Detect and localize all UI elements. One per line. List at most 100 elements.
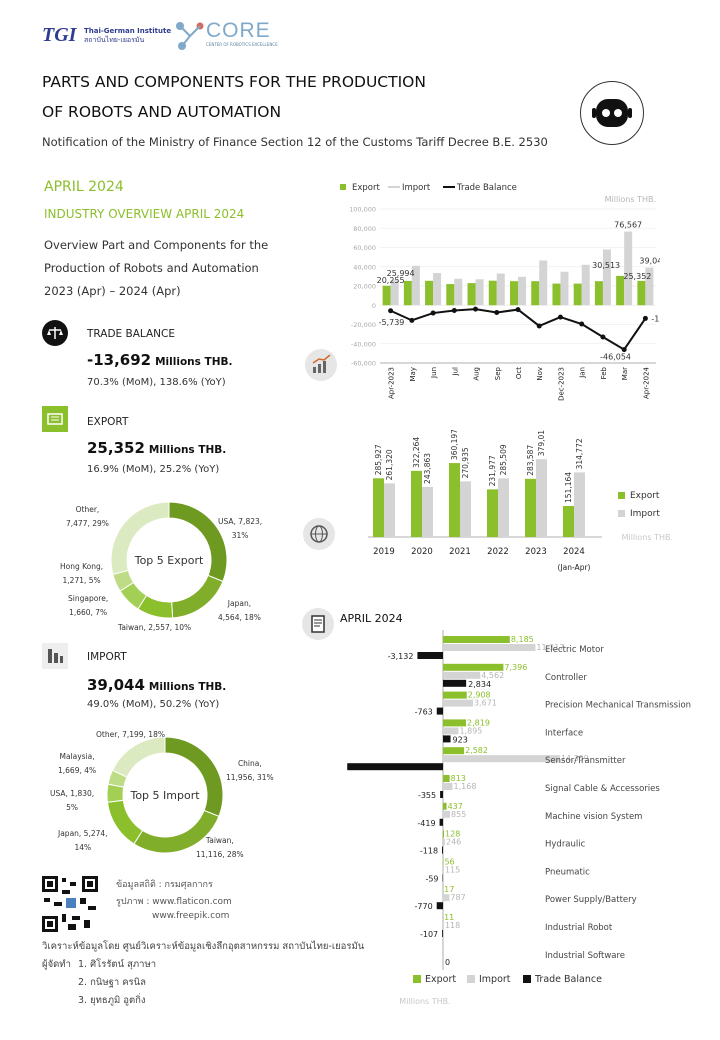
author-2: 2. กนิษฐา ครนิล	[78, 977, 146, 988]
label-line: Other, 7,199, 18%	[96, 730, 165, 739]
kpi-import-unit: Millions THB.	[148, 681, 227, 693]
trade-balance-point	[621, 347, 627, 353]
trade-data-label: -59	[425, 874, 438, 883]
tgi-name: Thai-German Institute สถาบันไทย-เยอรมัน	[84, 27, 171, 45]
export-bar	[443, 775, 450, 782]
legend-label: Export	[352, 183, 380, 193]
import-bar	[443, 838, 446, 846]
x-tick-label: Feb	[600, 366, 608, 379]
import-bar	[443, 783, 453, 790]
export-data-label: 11	[444, 913, 454, 922]
export-data-label: 2,908	[468, 691, 491, 700]
trade-balance-point	[515, 307, 521, 313]
label-line: 1,660, 7%	[69, 608, 108, 617]
label-line: 14%	[74, 843, 92, 852]
desc-line: 2023 (Apr) – 2024 (Apr)	[44, 284, 181, 298]
category-label: Sensor/Transmitter	[545, 756, 626, 766]
label-line: 1,669, 4%	[58, 766, 97, 775]
export-bar	[443, 719, 467, 727]
import-donut-label-china: China, 11,956, 31%	[226, 757, 274, 785]
export-bar	[525, 478, 536, 537]
import-bar	[443, 755, 560, 763]
export-data-label: 813	[451, 774, 466, 783]
import-data-label: 11,317	[536, 643, 564, 652]
source-statistics: ข้อมูลสถิติ : กรมศุลกากร	[116, 880, 213, 890]
export-bar	[637, 280, 646, 306]
export-bar	[443, 747, 465, 755]
kpi-import-value-row: 39,044 Millions THB.	[87, 675, 226, 694]
kpi-export-value-row: 25,352 Millions THB.	[87, 438, 226, 457]
label-line: USA, 7,823,	[218, 517, 263, 526]
trade-balance-bar	[347, 763, 443, 771]
export-donut-label-other: Other, 7,477, 29%	[66, 503, 109, 531]
import-bar	[496, 273, 505, 306]
import-data-label: 787	[450, 893, 465, 902]
data-label: 285,509	[499, 444, 508, 475]
export-icon	[42, 406, 68, 432]
export-bar	[382, 285, 391, 306]
data-label: 151,164	[564, 472, 573, 503]
trade-balance-bar	[442, 930, 443, 937]
product-chart-unit: Millions THB.	[399, 997, 450, 1006]
source-images-2: www.freepik.com	[152, 911, 230, 921]
import-data-label: 14,309	[561, 754, 589, 763]
data-label: -5,739	[379, 318, 405, 327]
trade-balance-point	[430, 310, 436, 316]
data-label: 39,044	[639, 257, 660, 266]
trade-data-label: 0	[445, 958, 450, 967]
export-bar	[411, 470, 422, 537]
kpi-import-pct: 49.0% (MoM), 50.2% (YoY)	[87, 699, 220, 710]
y-tick-label: 20,000	[353, 283, 376, 291]
import-bar	[443, 727, 459, 735]
legend-label: Import	[402, 183, 431, 193]
x-tick-label: 2023	[525, 547, 547, 557]
import-bar	[560, 271, 569, 306]
legend-swatch	[413, 975, 421, 983]
export-bar	[425, 280, 434, 306]
export-bar	[443, 830, 445, 838]
x-tick-label: 2021	[449, 547, 471, 557]
legend-swatch	[340, 184, 346, 190]
desc-line: Overview Part and Components for the	[44, 238, 269, 252]
y-tick-label: -60,000	[351, 360, 376, 368]
kpi-trade-label: TRADE BALANCE	[87, 328, 176, 340]
robot-icon	[580, 81, 644, 145]
x-tick-label: 2019	[373, 547, 395, 557]
x-tick-label: Jul	[451, 367, 459, 377]
import-bar	[390, 280, 399, 306]
import-bar	[443, 866, 444, 874]
export-data-label: 56	[444, 857, 454, 866]
trade-data-label: -3,132	[388, 652, 414, 661]
legend-label: Trade Balance	[534, 974, 602, 985]
trade-balance-point	[409, 317, 415, 323]
category-label: Hydraulic	[545, 840, 586, 850]
data-label: 285,927	[374, 444, 383, 475]
trade-data-label: -118	[420, 847, 438, 856]
data-label: 76,567	[614, 221, 642, 230]
category-label: Precision Mechanical Transmission	[545, 701, 691, 711]
trade-balance-bar	[442, 846, 443, 854]
import-bar	[443, 894, 450, 902]
overview-month: APRIL 2024	[44, 179, 124, 195]
x-tick-label: Jan	[579, 367, 587, 379]
legend-label: Import	[479, 974, 511, 985]
export-bar	[443, 636, 510, 643]
qr-code[interactable]	[42, 876, 98, 932]
export-donut-label-japan: Japan, 4,564, 18%	[218, 597, 261, 625]
data-label: 25,994	[387, 269, 415, 278]
export-data-label: 7,396	[504, 663, 527, 672]
product-chart-title: APRIL 2024	[340, 612, 403, 625]
document-icon	[302, 608, 334, 640]
import-bar	[443, 699, 473, 707]
export-bar	[510, 281, 518, 306]
trade-balance-bar	[440, 791, 443, 798]
y-tick-label: 60,000	[353, 244, 376, 252]
trade-balance-point	[536, 323, 542, 329]
core-logo: CORE	[206, 19, 271, 42]
label-line: 11,956, 31%	[226, 773, 274, 782]
label-line: Hong Kong,	[60, 562, 104, 571]
monthly-chart-unit: Millions THB.	[605, 195, 656, 204]
export-donut-label-singapore: Singapore, 1,660, 7%	[68, 592, 108, 620]
legend-label: Export	[630, 491, 660, 501]
tgi-logo: TGI	[42, 24, 77, 46]
